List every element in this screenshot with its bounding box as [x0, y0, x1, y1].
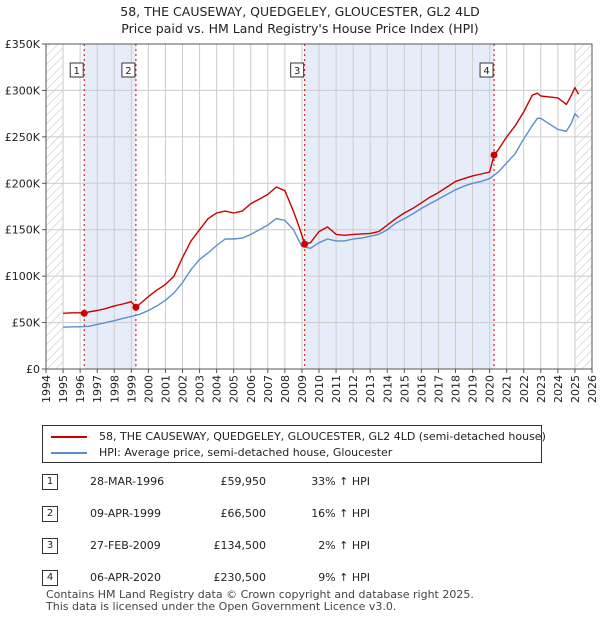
- transaction-row: 3 27-FEB-2009 £134,500 2% ↑ HPI: [42, 536, 402, 556]
- footer: Contains HM Land Registry data © Crown c…: [46, 589, 474, 613]
- x-tick-label: 2016: [415, 375, 428, 403]
- x-tick-label: 2008: [279, 375, 292, 403]
- y-tick-label: £100K: [5, 270, 41, 283]
- x-tick-label: 2013: [364, 375, 377, 403]
- hpi-line: [63, 112, 579, 328]
- x-tick-label: 2004: [211, 375, 224, 403]
- chart-legend: 58, THE CAUSEWAY, QUEDGELEY, GLOUCESTER,…: [42, 425, 546, 463]
- shaded-range: [84, 44, 136, 369]
- sale-point: [490, 151, 498, 159]
- transaction-row: 1 28-MAR-1996 £59,950 33% ↑ HPI: [42, 472, 402, 492]
- transaction-number-badge: 1: [42, 474, 58, 490]
- x-tick-label: 1999: [125, 375, 138, 403]
- transaction-price: £230,500: [213, 571, 267, 584]
- y-tick-label: £300K: [5, 84, 41, 97]
- x-tick-label: 2014: [381, 375, 394, 403]
- transaction-price: £59,950: [220, 475, 267, 488]
- transaction-price: £134,500: [213, 539, 267, 552]
- legend-label-price: 58, THE CAUSEWAY, QUEDGELEY, GLOUCESTER,…: [99, 430, 546, 443]
- x-tick-label: 2019: [467, 375, 480, 403]
- y-tick-label: £0: [26, 363, 40, 376]
- x-tick-label: 2002: [177, 375, 190, 403]
- x-tick-label: 2026: [586, 375, 599, 403]
- hatched-range: [46, 44, 64, 369]
- x-tick-label: 2007: [262, 375, 275, 403]
- sale-label-box: [290, 62, 305, 78]
- transaction-date: 28-MAR-1996: [90, 475, 165, 488]
- x-tick-label: 2006: [245, 375, 258, 403]
- sale-point: [132, 303, 140, 311]
- y-tick-label: £350K: [5, 38, 41, 51]
- sale-label: 4: [483, 66, 489, 77]
- sale-label-group: 3: [290, 62, 305, 78]
- sale-label-box: [121, 62, 136, 78]
- legend-label-hpi: HPI: Average price, semi-detached house,…: [99, 446, 393, 459]
- sale-label: 2: [125, 66, 131, 77]
- transaction-row: 2 09-APR-1999 £66,500 16% ↑ HPI: [42, 504, 402, 524]
- x-tick-label: 2001: [159, 375, 172, 403]
- x-tick-label: 2011: [330, 375, 343, 403]
- x-tick-label: 2018: [450, 375, 463, 403]
- sale-label-group: 2: [121, 62, 136, 78]
- transaction-date: 27-FEB-2009: [90, 539, 161, 552]
- sale-label-group: 1: [69, 62, 84, 78]
- x-tick-label: 1997: [91, 375, 104, 403]
- hatched-range: [574, 44, 592, 369]
- y-tick-label: £150K: [5, 224, 41, 237]
- legend-swatch-hpi: [51, 452, 87, 454]
- transaction-hpi-change: 33% ↑ HPI: [311, 475, 370, 488]
- sale-label-group: 4: [479, 62, 494, 78]
- transaction-row: 4 06-APR-2020 £230,500 9% ↑ HPI: [42, 568, 402, 588]
- x-tick-label: 2000: [142, 375, 155, 403]
- transaction-number-badge: 2: [42, 506, 58, 522]
- transaction-hpi-change: 16% ↑ HPI: [311, 507, 370, 520]
- transaction-hpi-change: 9% ↑ HPI: [318, 571, 370, 584]
- y-tick-label: £200K: [5, 177, 41, 190]
- chart-title: 58, THE CAUSEWAY, QUEDGELEY, GLOUCESTER,…: [0, 3, 600, 37]
- x-tick-label: 2005: [228, 375, 241, 403]
- x-tick-label: 1995: [57, 375, 70, 403]
- sale-label: 1: [74, 66, 80, 77]
- sale-label-box: [479, 62, 494, 78]
- price-paid-line: [63, 86, 580, 314]
- transaction-hpi-change: 2% ↑ HPI: [318, 539, 370, 552]
- transaction-price: £66,500: [220, 507, 267, 520]
- shaded-range: [304, 44, 495, 369]
- sale-label: 3: [294, 66, 300, 77]
- x-tick-label: 2022: [518, 375, 531, 403]
- sale-point: [80, 309, 88, 317]
- sale-label-box: [69, 62, 84, 78]
- x-tick-label: 1996: [74, 375, 87, 403]
- x-tick-label: 2003: [194, 375, 207, 403]
- transaction-number-badge: 3: [42, 538, 58, 554]
- x-tick-label: 1994: [40, 375, 53, 403]
- chart-title-line1: 58, THE CAUSEWAY, QUEDGELEY, GLOUCESTER,…: [120, 4, 480, 19]
- x-tick-label: 2015: [398, 375, 411, 403]
- x-tick-label: 2023: [535, 375, 548, 403]
- chart-title-line2: Price paid vs. HM Land Registry's House …: [121, 21, 479, 36]
- x-tick-label: 2009: [296, 375, 309, 403]
- transaction-date: 06-APR-2020: [90, 571, 162, 584]
- x-tick-label: 2017: [432, 375, 445, 403]
- x-tick-label: 1998: [108, 375, 121, 403]
- sale-point: [301, 240, 309, 248]
- y-tick-label: £50K: [12, 317, 41, 330]
- x-tick-label: 2021: [501, 375, 514, 403]
- legend-swatch-price: [51, 436, 87, 438]
- x-tick-label: 2012: [347, 375, 360, 403]
- x-tick-label: 2025: [569, 375, 582, 403]
- x-tick-label: 2024: [552, 375, 565, 403]
- transaction-date: 09-APR-1999: [90, 507, 162, 520]
- transaction-number-badge: 4: [42, 570, 58, 586]
- price-chart: 1 2 3 4 £0 £50K £100K £150K £200K £250K £300K £350K…: [5, 38, 599, 403]
- footer-line1: Contains HM Land Registry data © Crown c…: [46, 588, 474, 601]
- y-tick-label: £250K: [5, 131, 41, 144]
- footer-line2: This data is licensed under the Open Gov…: [46, 600, 397, 613]
- x-tick-label: 2020: [484, 375, 497, 403]
- x-tick-label: 2010: [313, 375, 326, 403]
